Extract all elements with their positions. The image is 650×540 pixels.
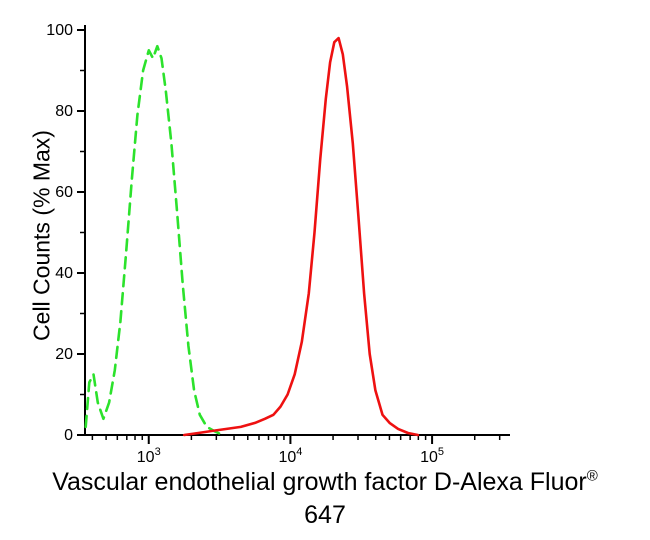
x-axis-caption: Vascular endothelial growth factor D-Ale… — [0, 466, 650, 531]
y-tick-label: 100 — [46, 22, 73, 39]
y-tick-label: 60 — [55, 184, 73, 201]
x-tick-label: 104 — [278, 446, 302, 466]
y-axis-label: Cell Counts (% Max) — [28, 130, 55, 341]
x-tick-label: 105 — [420, 446, 444, 466]
x-axis-caption-line2: 647 — [304, 500, 346, 529]
y-tick-label: 40 — [55, 265, 73, 282]
x-axis-caption-line1: Vascular endothelial growth factor D-Ale… — [52, 468, 587, 496]
series-stained-curve — [182, 36, 420, 437]
y-tick-label: 80 — [55, 103, 73, 120]
y-tick-label: 0 — [64, 427, 73, 444]
registered-trademark-symbol: ® — [586, 467, 598, 485]
y-tick-label: 20 — [55, 346, 73, 363]
series-control-curve — [84, 44, 224, 437]
x-tick-label: 103 — [137, 446, 161, 466]
